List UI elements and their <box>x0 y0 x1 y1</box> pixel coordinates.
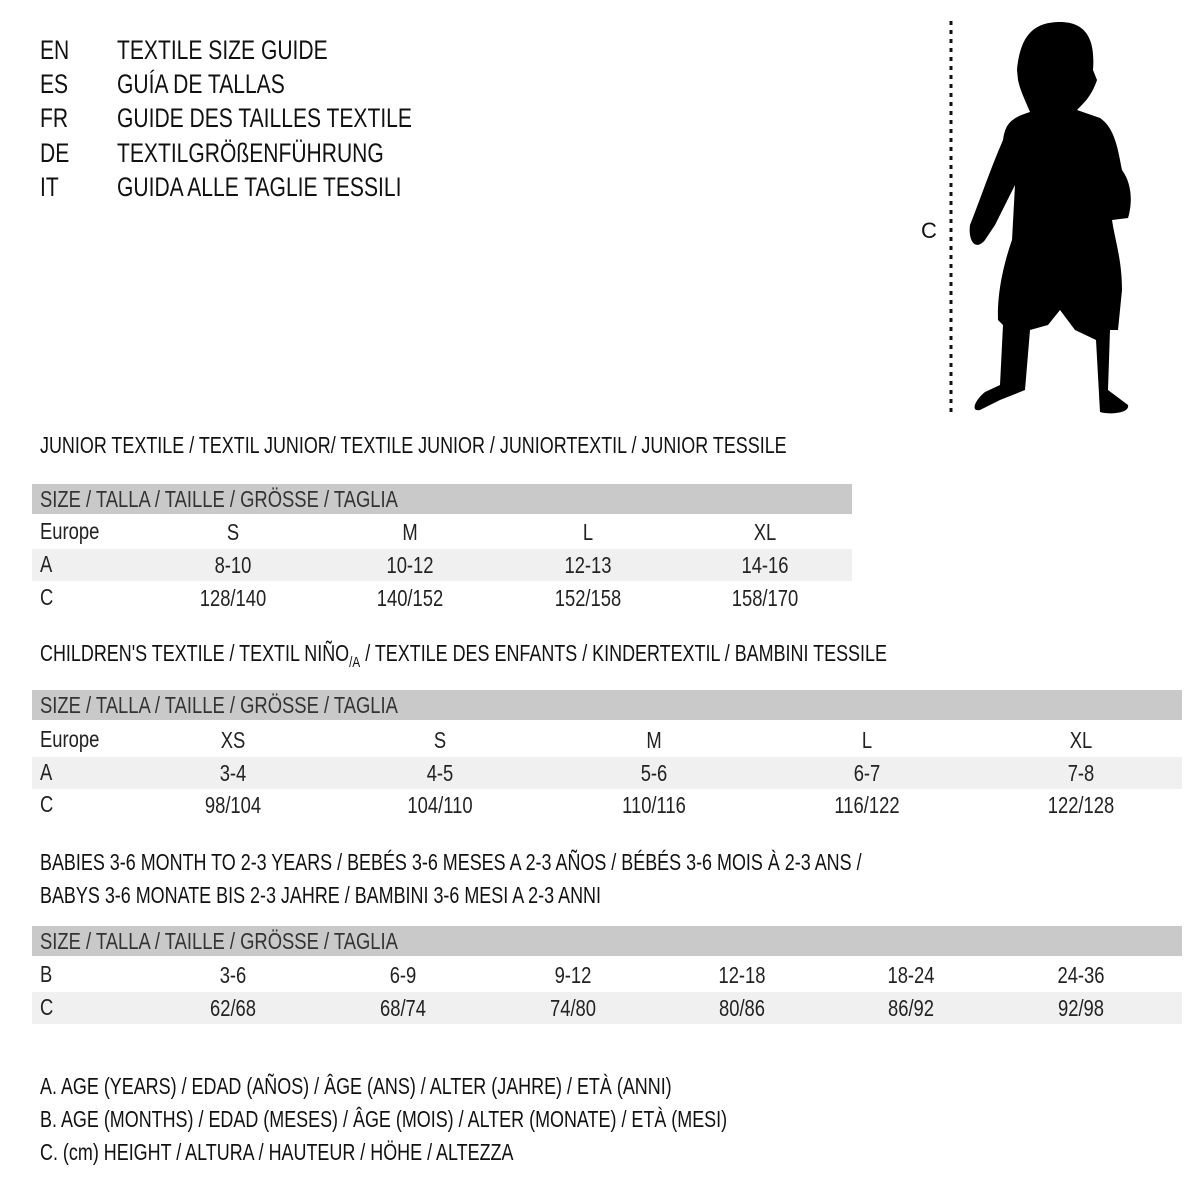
measure-label: C <box>921 218 937 243</box>
table-cell: 6-9 <box>389 962 417 988</box>
table-row: C 62/68 68/74 74/80 80/86 86/92 92/98 <box>32 992 1182 1024</box>
row-label: C <box>40 584 54 610</box>
table-cell: S <box>433 727 447 753</box>
table-cell: 24-36 <box>1057 962 1105 988</box>
table-cell: 80/86 <box>718 995 766 1021</box>
table-row: B 3-6 6-9 9-12 12-18 18-24 24-36 <box>32 959 1182 991</box>
table-cell: 3-6 <box>219 962 247 988</box>
title-en: TEXTILE SIZE GUIDE <box>117 35 328 65</box>
table-cell: 12-18 <box>718 962 766 988</box>
table-cell: 62/68 <box>209 995 257 1021</box>
table-cell: 116/122 <box>834 792 900 818</box>
junior-size-header: SIZE / TALLA / TAILLE / GRÖSSE / TAGLIA <box>32 484 852 514</box>
table-cell: 18-24 <box>887 962 935 988</box>
children-title: CHILDREN'S TEXTILE / TEXTIL NIÑO/A / TEX… <box>40 639 887 671</box>
lang-code-it: IT <box>40 172 59 202</box>
table-row: A 3-4 4-5 5-6 6-7 7-8 <box>32 757 1182 789</box>
title-de: TEXTILGRÖßENFÜHRUNG <box>117 138 384 168</box>
table-cell: 68/74 <box>379 995 427 1021</box>
table-cell: 140/152 <box>376 585 444 611</box>
baby-silhouette-icon <box>949 21 1131 414</box>
table-row: Europe XS S M L XL <box>32 724 1182 756</box>
legend-c: C. (cm) HEIGHT / ALTURA / HAUTEUR / HÖHE… <box>40 1139 514 1165</box>
title-fr: GUIDE DES TAILLES TEXTILE <box>117 103 412 133</box>
lang-code-en: EN <box>40 35 70 65</box>
table-cell: L <box>582 519 594 545</box>
size-header-text: SIZE / TALLA / TAILLE / GRÖSSE / TAGLIA <box>40 928 398 954</box>
table-cell: 92/98 <box>1057 995 1105 1021</box>
row-label: Europe <box>40 726 100 752</box>
table-cell: S <box>226 519 240 545</box>
table-cell: 110/116 <box>622 792 686 818</box>
babies-title-line-1: BABIES 3-6 MONTH TO 2-3 YEARS / BEBÉS 3-… <box>40 849 862 875</box>
legend-a: A. AGE (YEARS) / EDAD (AÑOS) / ÂGE (ANS)… <box>40 1073 672 1099</box>
size-header-text: SIZE / TALLA / TAILLE / GRÖSSE / TAGLIA <box>40 486 398 512</box>
table-cell: 3-4 <box>219 760 247 786</box>
lang-code-fr: FR <box>40 103 69 133</box>
table-row: C 128/140 140/152 152/158 158/170 <box>32 582 852 614</box>
table-cell: 128/140 <box>199 585 267 611</box>
size-header-text: SIZE / TALLA / TAILLE / GRÖSSE / TAGLIA <box>40 692 398 718</box>
babies-title-line-2: BABYS 3-6 MONATE BIS 2-3 JAHRE / BAMBINI… <box>40 882 601 908</box>
table-row: Europe S M L XL <box>32 516 852 548</box>
row-label: C <box>40 994 54 1020</box>
table-cell: 122/128 <box>1047 792 1115 818</box>
table-cell: XL <box>1069 727 1093 753</box>
row-label: B <box>40 961 53 987</box>
table-cell: 10-12 <box>386 552 434 578</box>
table-cell: 74/80 <box>549 995 597 1021</box>
title-it: GUIDA ALLE TAGLIE TESSILI <box>117 172 402 202</box>
table-cell: 6-7 <box>853 760 881 786</box>
children-size-header: SIZE / TALLA / TAILLE / GRÖSSE / TAGLIA <box>32 690 1182 720</box>
table-cell: 104/110 <box>407 792 473 818</box>
table-cell: 14-16 <box>741 552 789 578</box>
children-title-sub: /A <box>349 654 361 671</box>
table-cell: 5-6 <box>640 760 668 786</box>
table-cell: 98/104 <box>204 792 262 818</box>
table-cell: 158/170 <box>731 585 799 611</box>
row-label: Europe <box>40 518 100 544</box>
lang-code-de: DE <box>40 138 70 168</box>
table-cell: M <box>646 727 662 753</box>
table-row: C 98/104 104/110 110/116 116/122 122/128 <box>32 789 1182 821</box>
babies-size-header: SIZE / TALLA / TAILLE / GRÖSSE / TAGLIA <box>32 926 1182 956</box>
row-label: A <box>40 759 53 785</box>
children-title-main: CHILDREN'S TEXTILE / TEXTIL NIÑO <box>40 640 350 666</box>
legend-b: B. AGE (MONTHS) / EDAD (MESES) / ÂGE (MO… <box>40 1106 728 1132</box>
table-cell: 12-13 <box>564 552 612 578</box>
table-cell: 8-10 <box>214 552 252 578</box>
table-cell: XL <box>753 519 777 545</box>
table-cell: 7-8 <box>1067 760 1095 786</box>
title-es: GUÍA DE TALLAS <box>117 69 285 99</box>
table-cell: 152/158 <box>554 585 622 611</box>
table-cell: 4-5 <box>426 760 454 786</box>
row-label: A <box>40 551 53 577</box>
table-cell: XS <box>220 727 246 753</box>
table-cell: 86/92 <box>887 995 935 1021</box>
junior-title: JUNIOR TEXTILE / TEXTIL JUNIOR/ TEXTILE … <box>40 432 787 458</box>
table-row: A 8-10 10-12 12-13 14-16 <box>32 549 852 581</box>
row-label: C <box>40 791 54 817</box>
table-cell: L <box>861 727 873 753</box>
table-cell: M <box>402 519 418 545</box>
lang-code-es: ES <box>40 69 69 99</box>
children-title-rest: / TEXTILE DES ENFANTS / KINDERTEXTIL / B… <box>360 640 887 666</box>
table-cell: 9-12 <box>554 962 592 988</box>
